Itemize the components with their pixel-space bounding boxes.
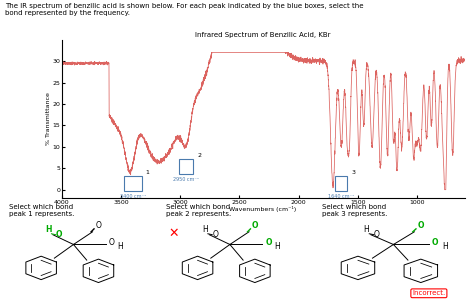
Title: Infrared Spectrum of Benzilic Acid, KBr: Infrared Spectrum of Benzilic Acid, KBr xyxy=(195,32,331,38)
Text: H: H xyxy=(45,225,51,234)
Text: O: O xyxy=(252,221,258,230)
Text: Select which bond
peak 3 represents.: Select which bond peak 3 represents. xyxy=(322,204,388,217)
Text: O: O xyxy=(432,238,438,247)
Text: 1: 1 xyxy=(146,170,149,175)
Text: H: H xyxy=(202,225,208,234)
Text: H: H xyxy=(118,242,123,251)
Text: O: O xyxy=(109,238,115,247)
Text: O: O xyxy=(95,221,101,230)
Text: Select which bond
peak 2 represents.: Select which bond peak 2 represents. xyxy=(166,204,231,217)
Text: O: O xyxy=(265,238,272,247)
Text: 3: 3 xyxy=(351,170,355,175)
Text: The IR spectrum of benzilic acid is shown below. For each peak indicated by the : The IR spectrum of benzilic acid is show… xyxy=(5,3,363,16)
Text: H: H xyxy=(364,225,369,234)
Text: 2950 cm⁻¹: 2950 cm⁻¹ xyxy=(173,177,199,182)
Text: Incorrect.: Incorrect. xyxy=(412,290,446,296)
Bar xyxy=(179,159,193,174)
Text: O: O xyxy=(212,230,218,239)
Text: Select which bond
peak 1 represents.: Select which bond peak 1 represents. xyxy=(9,204,75,217)
Y-axis label: % Transmittance: % Transmittance xyxy=(46,92,51,145)
Text: 1640 cm⁻¹: 1640 cm⁻¹ xyxy=(328,194,354,199)
Text: H: H xyxy=(274,242,280,251)
Bar xyxy=(124,176,142,191)
Text: 3400 cm⁻¹: 3400 cm⁻¹ xyxy=(120,194,146,199)
Text: O: O xyxy=(418,221,424,230)
Text: ✕: ✕ xyxy=(168,227,179,240)
X-axis label: Wavenumbers (cm⁻¹): Wavenumbers (cm⁻¹) xyxy=(229,206,297,212)
Bar xyxy=(335,176,347,191)
Text: O: O xyxy=(56,230,63,239)
Text: H: H xyxy=(442,242,447,251)
Text: 2: 2 xyxy=(197,153,201,158)
Text: O: O xyxy=(374,230,380,239)
